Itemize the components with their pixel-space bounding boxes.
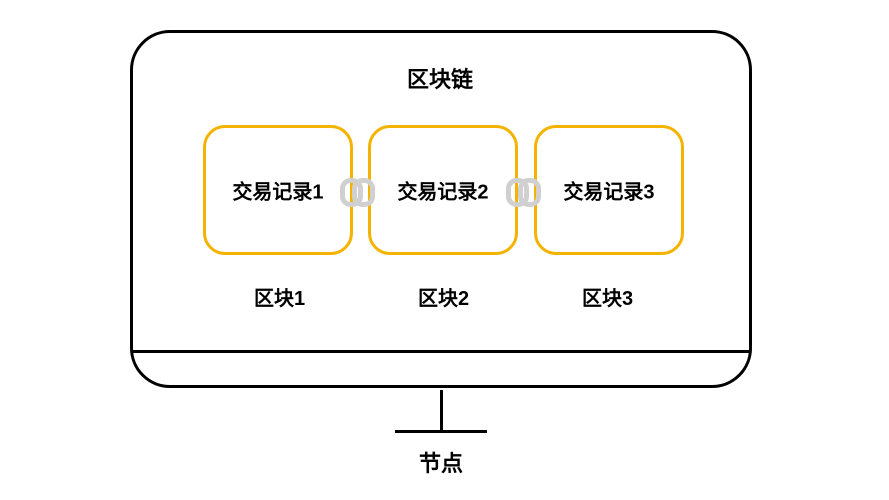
monitor-base xyxy=(395,430,487,433)
node-label: 节点 xyxy=(419,446,463,478)
diagram-canvas: 区块链 交易记录1 区块1 交易记录2 区块2 交易记录3 区块3 节点 xyxy=(0,0,889,500)
block-3-text: 交易记录3 xyxy=(537,176,681,205)
monitor-divider xyxy=(133,350,749,353)
block-1-label: 区块1 xyxy=(254,282,305,311)
block-3-label: 区块3 xyxy=(582,282,633,311)
block-1: 交易记录1 xyxy=(203,125,353,255)
block-2-text: 交易记录2 xyxy=(371,176,515,205)
monitor-stem xyxy=(440,390,443,430)
block-1-text: 交易记录1 xyxy=(206,176,350,205)
block-2: 交易记录2 xyxy=(368,125,518,255)
diagram-title: 区块链 xyxy=(407,62,473,94)
chain-link-icon xyxy=(506,178,541,207)
block-3: 交易记录3 xyxy=(534,125,684,255)
chain-link-icon xyxy=(340,178,375,207)
block-2-label: 区块2 xyxy=(418,282,469,311)
